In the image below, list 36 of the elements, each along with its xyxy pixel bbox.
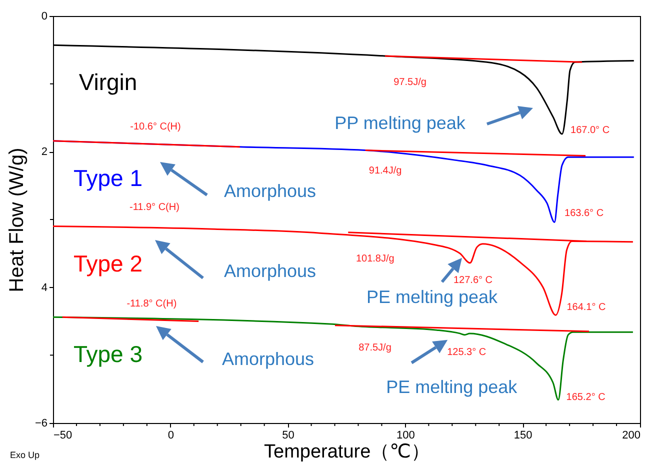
annotation: 164.1° C: [566, 302, 606, 314]
annotation: Amorphous: [224, 261, 316, 281]
x-tick-label: 200: [622, 430, 640, 442]
y-tick-label: 4: [41, 282, 48, 294]
annotation: -11.8° C(H): [126, 298, 177, 310]
y-tick-label: 0: [41, 10, 48, 22]
annotation: Amorphous: [222, 349, 314, 369]
annotation: 165.2° C: [566, 392, 606, 403]
series-label: Type 1: [73, 164, 143, 191]
series-label: Type 2: [73, 250, 143, 276]
annotation: 101.8J/g: [356, 253, 394, 264]
annotation: 97.5J/g: [394, 77, 426, 88]
x-tick-label: 150: [514, 430, 532, 442]
x-tick-label: 0: [168, 430, 174, 442]
annotation: 87.5J/g: [358, 342, 392, 354]
x-tick-label: −50: [54, 430, 72, 442]
annotation: PP melting peak: [334, 113, 466, 133]
annotation: 163.6° C: [564, 208, 604, 220]
y-axis-title: Heat Flow (W/g): [6, 148, 28, 292]
annotation: PE melting peak: [366, 286, 499, 307]
y-tick-label: 2: [41, 146, 48, 158]
series-label: Type 3: [73, 341, 143, 368]
x-axis-title: Temperature（℃）: [264, 442, 430, 462]
annotation: Amorphous: [224, 181, 316, 201]
annotation: 91.4J/g: [368, 165, 402, 176]
y-tick-label: −6: [34, 418, 48, 430]
annotation: -10.6° C(H): [130, 122, 181, 133]
x-tick-label: 100: [396, 430, 415, 442]
text: Exo Up: [10, 450, 40, 460]
annotation: 167.0° C: [570, 125, 610, 136]
series-label: Virgin: [78, 69, 138, 96]
annotation: -11.9° C(H): [129, 202, 180, 213]
annotation: 125.3° C: [447, 346, 486, 358]
annotation: 127.6° C: [453, 274, 493, 286]
annotation: PE melting peak: [386, 376, 518, 397]
x-tick-label: 50: [282, 430, 294, 442]
